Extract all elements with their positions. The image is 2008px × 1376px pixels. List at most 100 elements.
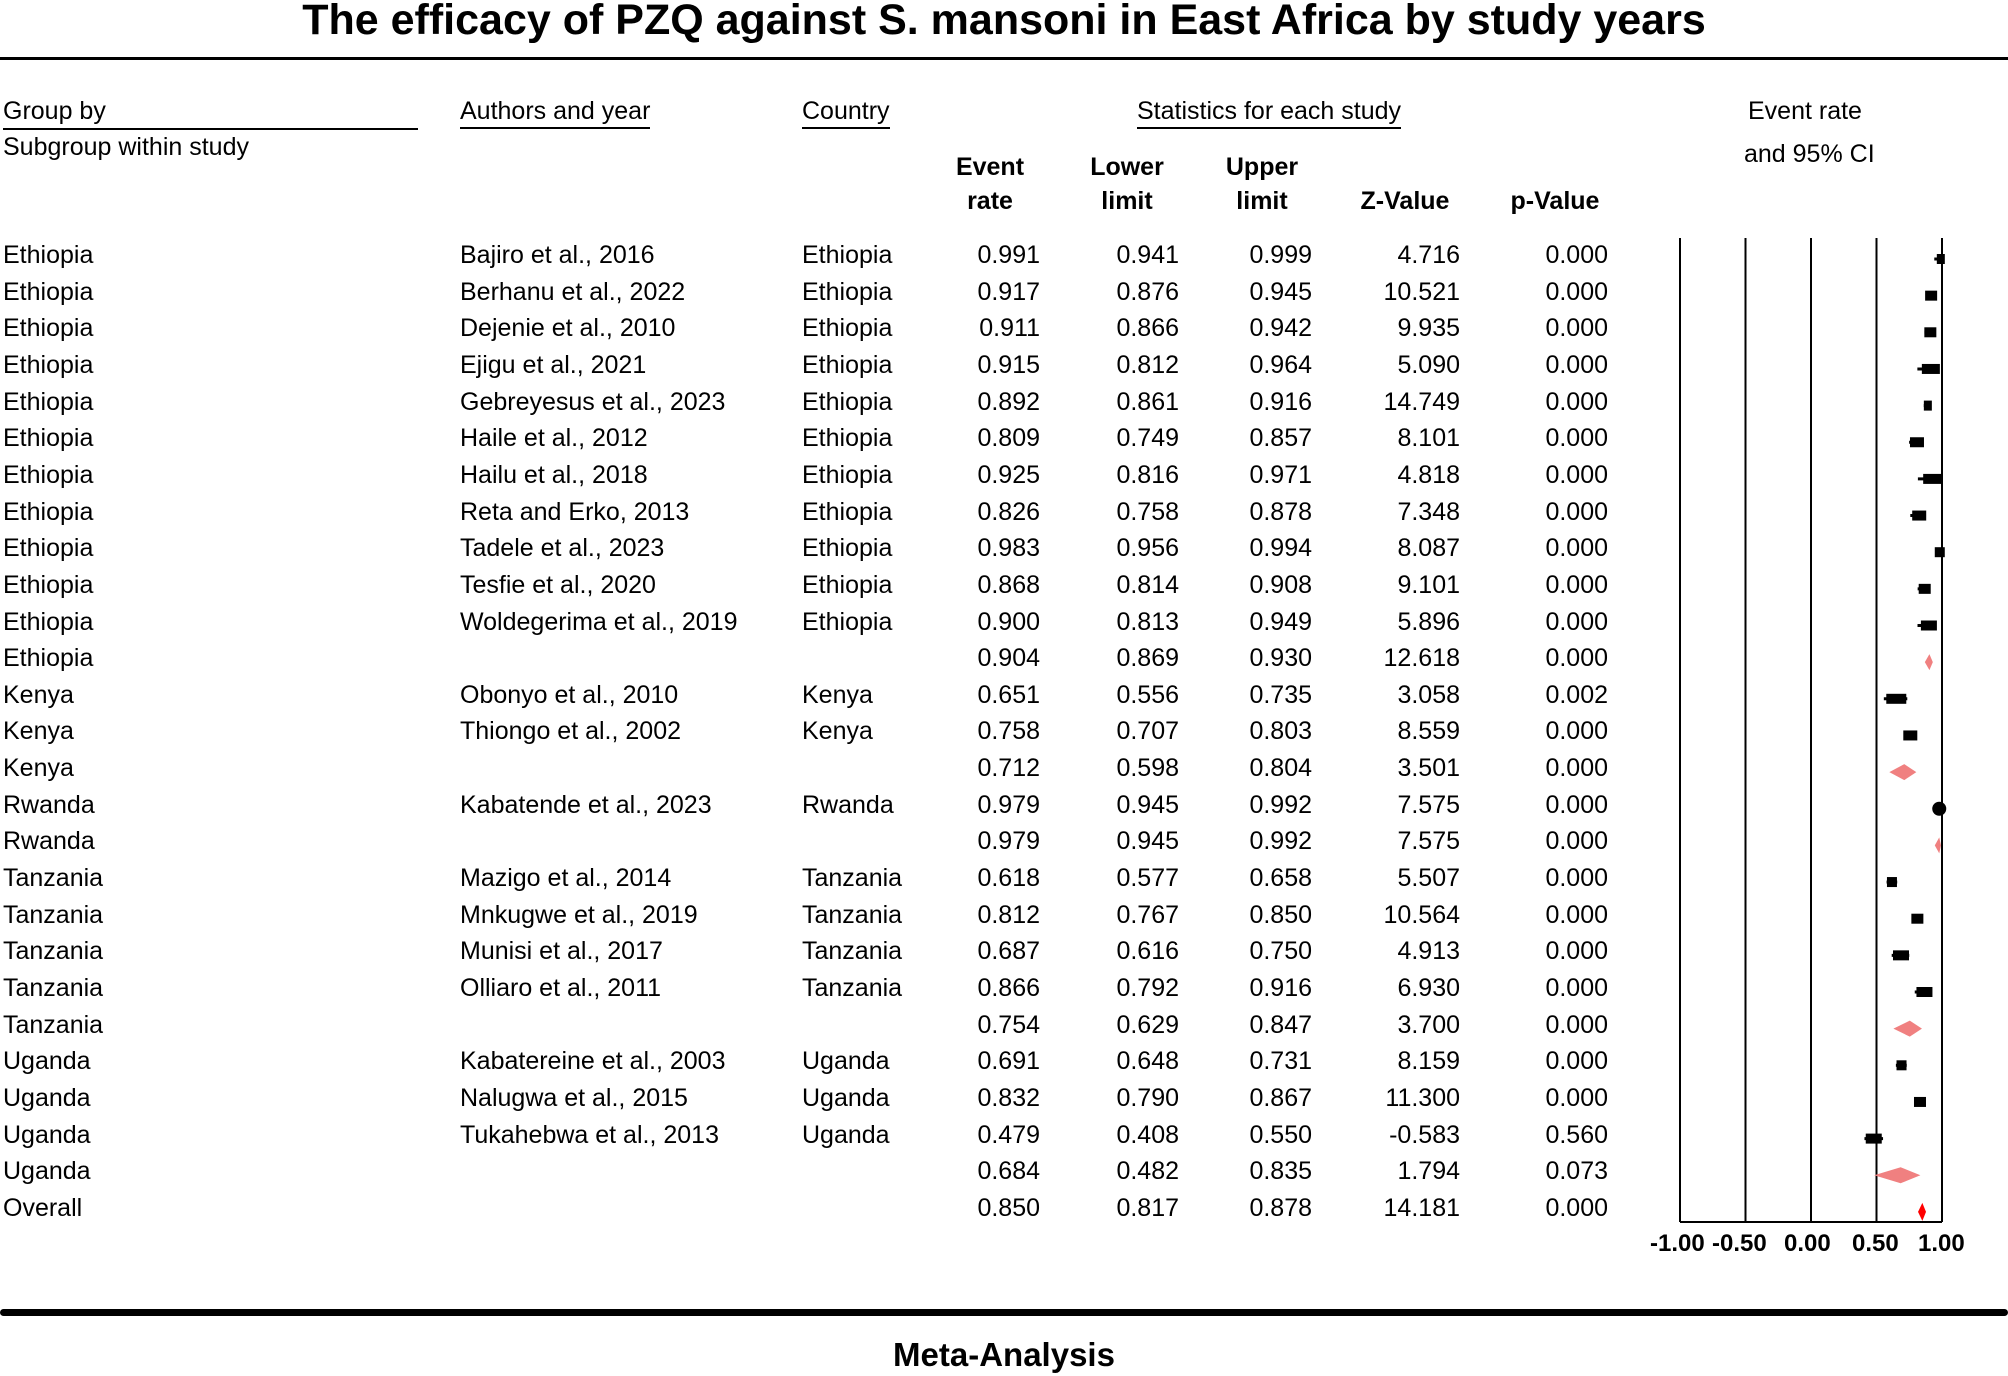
country-cell: Uganda [802, 1120, 890, 1149]
country-cell: Tanzania [802, 937, 903, 966]
subtotal-row: Ethiopia 0.904 0.869 0.930 12.618 0.000 [0, 644, 1640, 680]
event-rate-cell: 0.911 [979, 314, 1040, 343]
p-value-header: p-Value [1510, 187, 1600, 215]
z-value-cell: 4.716 [1397, 241, 1460, 269]
p-value-cell: 0.000 [1545, 754, 1608, 783]
group-cell: Ethiopia [3, 570, 94, 599]
event-rate-cell: 0.850 [977, 1193, 1040, 1222]
chart-title: The efficacy of PZQ against S. mansoni i… [302, 0, 1706, 44]
axis-tick-label: -0.50 [1712, 1230, 1767, 1257]
country-cell: Ethiopia [802, 314, 893, 343]
plot-header-line1: Event rate [1748, 97, 1862, 125]
lower-limit-cell: 0.767 [1116, 900, 1179, 929]
upper-limit-cell: 0.835 [1249, 1157, 1312, 1186]
group-cell: Ethiopia [3, 241, 94, 269]
study-marker [1924, 327, 1937, 338]
event-rate-cell: 0.691 [977, 1047, 1040, 1076]
z-value-cell: 3.700 [1397, 1010, 1460, 1039]
lower-limit-cell: 0.817 [1116, 1193, 1179, 1222]
lower-limit-cell: 0.813 [1116, 607, 1179, 636]
author-cell: Gebreyesus et al., 2023 [460, 387, 726, 416]
p-value-cell: 0.000 [1545, 864, 1608, 893]
lower-limit-cell: 0.616 [1116, 937, 1179, 966]
country-cell: Kenya [802, 717, 873, 746]
z-value-cell: 8.101 [1397, 424, 1460, 453]
author-cell: Berhanu et al., 2022 [460, 277, 686, 306]
upper-limit-cell: 0.908 [1249, 570, 1312, 599]
study-marker [1923, 400, 1932, 411]
author-cell: Woldegerima et al., 2019 [460, 607, 738, 636]
p-value-cell: 0.002 [1545, 680, 1608, 709]
upper-limit-cell: 0.942 [1249, 314, 1312, 343]
study-marker [1918, 583, 1931, 594]
upper-limit-header: Upper limit [1225, 153, 1299, 215]
subtotal-diamond [1934, 837, 1941, 854]
group-cell: Ethiopia [3, 314, 94, 343]
study-marker [1913, 1096, 1926, 1107]
z-value-cell: 12.618 [1383, 644, 1460, 673]
author-cell: Nalugwa et al., 2015 [460, 1083, 688, 1112]
authors-header: Authors and year [460, 97, 651, 129]
p-value-cell: 0.000 [1545, 570, 1608, 599]
event-rate-cell: 0.618 [977, 864, 1040, 893]
stats-header: Statistics for each study [1137, 97, 1402, 129]
p-value-cell: 0.000 [1545, 790, 1608, 819]
author-cell: Kabatende et al., 2023 [460, 790, 712, 819]
author-cell: Kabatereine et al., 2003 [460, 1047, 726, 1076]
upper-limit-cell: 0.878 [1249, 1193, 1312, 1222]
p-value-cell: 0.000 [1545, 460, 1608, 489]
z-value-header: Z-Value [1360, 187, 1450, 215]
p-value-cell: 0.000 [1545, 900, 1608, 929]
upper-limit-cell: 0.992 [1249, 827, 1312, 856]
group-cell: Ethiopia [3, 497, 94, 526]
lower-limit-cell: 0.941 [1116, 241, 1179, 269]
author-cell: Hailu et al., 2018 [460, 460, 648, 489]
event-rate-header: Event rate [955, 153, 1025, 215]
p-value-cell: 0.000 [1545, 1010, 1608, 1039]
upper-limit-cell: 0.550 [1249, 1120, 1312, 1149]
z-value-cell: 7.575 [1397, 827, 1460, 856]
lower-limit-cell: 0.812 [1116, 350, 1179, 379]
event-rate-cell: 0.826 [977, 497, 1040, 526]
group-cell: Uganda [3, 1047, 91, 1076]
event-rate-cell: 0.754 [977, 1010, 1040, 1039]
country-cell: Ethiopia [802, 350, 893, 379]
lower-limit-cell: 0.861 [1116, 387, 1179, 416]
upper-limit-cell: 0.945 [1249, 277, 1312, 306]
lower-limit-cell: 0.792 [1116, 974, 1179, 1002]
overall-diamond [1918, 1202, 1927, 1221]
p-value-cell: 0.560 [1545, 1120, 1608, 1149]
z-value-cell: 8.159 [1397, 1047, 1460, 1076]
study-marker [1865, 1133, 1882, 1144]
z-value-cell: 9.101 [1397, 570, 1460, 599]
upper-limit-cell: 0.803 [1249, 717, 1312, 746]
z-value-cell: 14.749 [1383, 387, 1460, 416]
event-rate-cell: 0.868 [977, 570, 1040, 599]
author-cell: Thiongo et al., 2002 [460, 717, 681, 746]
axis-tick-label: -1.00 [1650, 1230, 1705, 1257]
table-row: Tanzania Munisi et al., 2017 Tanzania 0.687… [0, 937, 1640, 973]
upper-limit-cell: 0.857 [1249, 424, 1312, 453]
z-value-cell: 14.181 [1383, 1193, 1460, 1222]
event-rate-cell: 0.866 [977, 974, 1040, 1002]
p-value-cell: 0.000 [1545, 1047, 1608, 1076]
z-value-cell: 3.501 [1397, 754, 1460, 783]
lower-limit-cell: 0.945 [1116, 827, 1179, 856]
z-value-cell: 8.559 [1397, 717, 1460, 746]
group-cell: Tanzania [3, 864, 104, 893]
group-cell: Ethiopia [3, 277, 94, 306]
p-value-cell: 0.000 [1545, 534, 1608, 563]
group-cell: Ethiopia [3, 460, 94, 489]
p-value-cell: 0.000 [1545, 644, 1608, 673]
author-cell: Dejenie et al., 2010 [460, 314, 676, 343]
table-row: Tanzania Olliaro et al., 2011 Tanzania 0.86… [0, 974, 1640, 1010]
subgroup-header: Subgroup within study [3, 133, 249, 161]
table-row: Tanzania Mazigo et al., 2014 Tanzania 0.618… [0, 864, 1640, 900]
study-marker [1896, 1060, 1907, 1071]
p-value-cell: 0.000 [1545, 424, 1608, 453]
upper-limit-cell: 0.750 [1249, 937, 1312, 966]
table-row: Ethiopia Bajiro et al., 2016 Ethiopia 0.991… [0, 241, 1640, 277]
lower-limit-header: Lower limit [1090, 153, 1164, 215]
event-rate-cell: 0.917 [977, 277, 1040, 306]
upper-limit-cell: 0.916 [1249, 974, 1312, 1002]
